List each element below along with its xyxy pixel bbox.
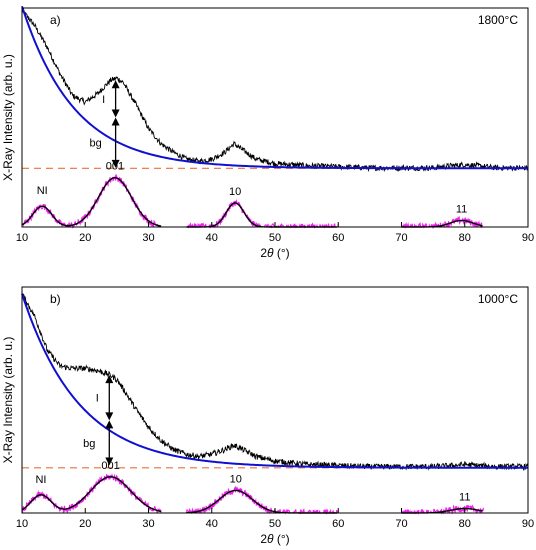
x-tick-label: 80	[459, 232, 471, 244]
plot-frame	[21, 7, 529, 228]
x-tick-label: 50	[269, 518, 281, 530]
x-tick-label: 60	[332, 232, 344, 244]
y-axis-label: X-Ray Intensity (arb. u.)	[1, 337, 15, 464]
chart-panel-b: Ibg NI 001 10 11 10 20 30 40 50 60 70 80 90 2θ (°) X-Ra…	[1, 286, 534, 546]
background-fit-series	[21, 5, 528, 170]
x-axis-label-unit: (°)	[274, 246, 290, 260]
x-tick-label: 70	[395, 518, 407, 530]
y-axis-label: X-Ray Intensity (arb. u.)	[1, 54, 15, 181]
I-arrow-head-bottom	[105, 412, 114, 421]
I-arrow-head-top	[105, 375, 114, 384]
peak-label: 10	[229, 186, 241, 198]
x-axis-label-prefix: 2	[260, 246, 267, 260]
bg-label: bg	[89, 138, 101, 150]
x-axis-label-theta: θ	[267, 246, 274, 260]
I-arrow-head-top	[111, 80, 120, 89]
temperature-label: 1800°C	[478, 13, 518, 27]
peak-label: NI	[35, 474, 46, 486]
peak-label: 11	[459, 491, 470, 503]
subtracted-data-series-3	[400, 215, 484, 230]
x-tick-label: 90	[522, 232, 534, 244]
x-tick-label: 40	[206, 518, 218, 530]
bg-arrow-head-bottom	[105, 457, 114, 466]
bg-arrow-head-top	[105, 420, 114, 429]
x-tick-label: 60	[332, 518, 344, 530]
x-axis-label-prefix: 2	[260, 532, 267, 546]
peak-label: 001	[106, 161, 124, 173]
chart-panel-a: Ibg NI 001 10 11 10 20 30 40 50 60 70 80 90 2θ (°) X-Ra…	[1, 5, 534, 260]
peak-fit-series-1	[21, 177, 162, 227]
measured-data-series	[21, 7, 529, 173]
bg-label: bg	[83, 438, 95, 450]
peak-fit-series-2	[186, 202, 337, 228]
x-tick-label: 20	[79, 232, 91, 244]
x-axis-label: 2θ (°)	[260, 246, 289, 260]
temperature-label: 1000°C	[478, 292, 518, 306]
subtracted-data-series-2	[186, 199, 339, 229]
x-axis-label-theta: θ	[267, 532, 274, 546]
peak-label: 001	[101, 460, 119, 472]
x-tick-label: 50	[269, 232, 281, 244]
measured-data-series	[21, 292, 529, 472]
x-axis-label-unit: (°)	[274, 532, 290, 546]
x-tick-label: 20	[79, 518, 91, 530]
x-tick-label: 10	[16, 518, 28, 530]
I-label: I	[96, 393, 99, 405]
x-axis-label: 2θ (°)	[260, 532, 289, 546]
x-tick-label: 70	[395, 232, 407, 244]
x-tick-label: 40	[206, 232, 218, 244]
I-arrow-head-bottom	[111, 109, 120, 118]
x-tick-label: 30	[142, 232, 154, 244]
I-label: I	[102, 94, 105, 106]
peak-label: 10	[230, 473, 242, 485]
x-tick-label: 30	[142, 518, 154, 530]
peak-label: 11	[456, 203, 467, 215]
bg-arrow-head-bottom	[111, 159, 120, 168]
x-tick-label: 10	[16, 232, 28, 244]
x-tick-label: 90	[522, 518, 534, 530]
x-tick-label: 80	[459, 518, 471, 530]
bg-arrow-head-top	[111, 117, 120, 126]
peak-label: NI	[37, 185, 48, 197]
panel-label: a)	[50, 13, 61, 27]
subtracted-data-series-1	[21, 173, 162, 229]
background-fit-series	[21, 293, 528, 469]
peak-fit-series-1	[21, 476, 162, 513]
subtracted-data-series-2	[185, 486, 339, 516]
panel-label: b)	[50, 292, 61, 306]
